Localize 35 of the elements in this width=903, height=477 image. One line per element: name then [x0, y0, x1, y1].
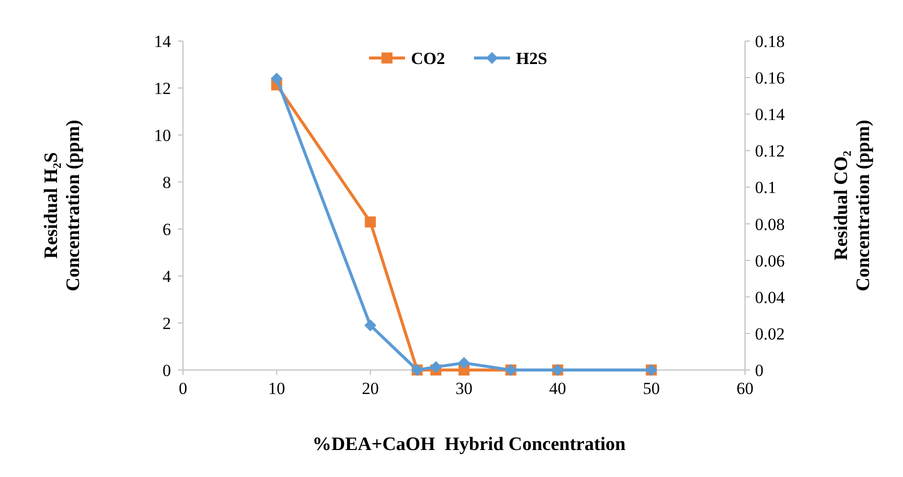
- y2-tick-label: 0.02: [755, 324, 785, 344]
- x-tick-label: 60: [736, 379, 754, 398]
- y2-tick-label: 0: [755, 361, 764, 380]
- y2-tick-label: 0.1: [755, 178, 776, 198]
- y-tick-label: 8: [162, 173, 171, 192]
- y-tick-label: 14: [154, 32, 172, 51]
- y2-axis-title: Residual CO₂ Concentration (ppm): [831, 120, 874, 292]
- x-tick-label: 30: [456, 379, 472, 398]
- y-tick-label: 2: [162, 314, 171, 333]
- legend-label: H2S: [516, 49, 548, 68]
- y2-tick-label: 0.14: [755, 105, 786, 124]
- point: [270, 72, 283, 85]
- y2-tick-label: 0.04: [755, 288, 786, 307]
- point: [430, 360, 442, 373]
- y2-tick-label: 0.06: [755, 251, 785, 270]
- point: [364, 216, 376, 228]
- y2-tick-label: 0.18: [755, 32, 785, 51]
- y2-tick-label: 0.16: [755, 68, 785, 88]
- x-tick-label: 10: [268, 379, 286, 398]
- x-tick-label: 20: [362, 379, 379, 398]
- y2-tick-label: 0.08: [755, 214, 785, 234]
- x-tick-label: 0: [178, 379, 188, 398]
- x-tick-label: 40: [549, 379, 566, 398]
- y-tick-label: 0: [162, 361, 171, 380]
- y-tick-label: 4: [162, 267, 172, 286]
- y-tick-label: 6: [162, 220, 171, 239]
- point: [458, 356, 470, 369]
- x-axis-title: %DEA+CaOH Hybrid Concentration: [312, 434, 626, 455]
- y2-tick-label: 0.12: [755, 142, 785, 161]
- y-axis-title: Residual H₂S Concentration (ppm): [41, 120, 84, 292]
- y-tick-label: 10: [154, 126, 171, 145]
- y-tick-label: 12: [154, 79, 171, 98]
- legend-label: CO2: [411, 49, 445, 68]
- x-tick-label: 50: [642, 379, 660, 398]
- point: [364, 319, 376, 332]
